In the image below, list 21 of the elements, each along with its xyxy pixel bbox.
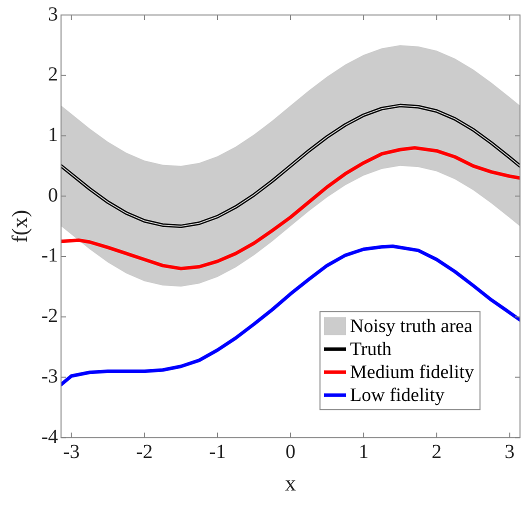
y-tick-label: 1 <box>48 124 58 146</box>
x-tick-label: -3 <box>63 440 80 463</box>
x-tick-label: 1 <box>358 440 369 463</box>
x-tick-label: -1 <box>209 440 226 463</box>
y-tick-label: 0 <box>48 184 58 206</box>
legend-label: Medium fidelity <box>350 362 474 384</box>
y-tick-label: -3 <box>41 365 58 388</box>
y-axis-title: f(x) <box>6 210 32 243</box>
y-tick-label: -4 <box>41 426 58 448</box>
x-tick-label: -2 <box>136 440 153 463</box>
legend-label: Noisy truth area <box>350 316 473 338</box>
x-tick-label: 2 <box>432 440 442 463</box>
y-tick-label: 2 <box>48 64 58 86</box>
x-axis-title: x <box>285 470 296 496</box>
legend-label: Truth <box>350 339 392 360</box>
x-tick-label: 3 <box>504 440 515 463</box>
y-tick-label: 3 <box>48 3 58 26</box>
x-tick-label: 0 <box>286 440 296 463</box>
y-tick-label: -2 <box>41 305 58 328</box>
legend-label: Low fidelity <box>350 385 445 406</box>
y-tick-label: -1 <box>41 244 58 267</box>
